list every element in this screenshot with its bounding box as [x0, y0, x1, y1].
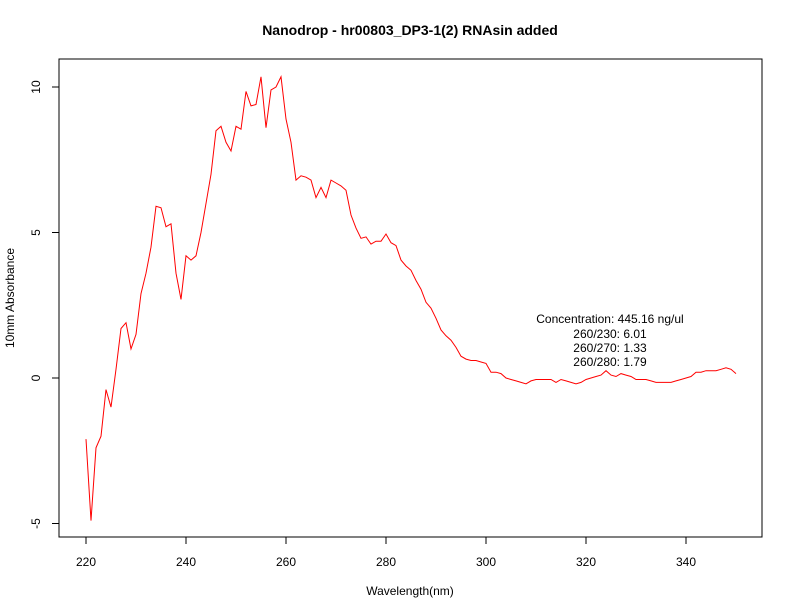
y-axis: -5 0 5 10 [29, 80, 59, 529]
y-tick-label: 5 [29, 229, 43, 236]
x-tick-label: 260 [276, 555, 296, 569]
x-axis: 220 240 260 280 300 320 340 [76, 537, 696, 569]
y-tick-label: 10 [29, 80, 43, 94]
x-tick-label: 240 [176, 555, 196, 569]
x-tick-label: 340 [676, 555, 696, 569]
x-axis-label: Wavelength(nm) [366, 584, 454, 598]
ratio-260-230-label: 260/230: 6.01 [573, 327, 647, 341]
ratio-260-270-label: 260/270: 1.33 [573, 341, 647, 355]
chart-title: Nanodrop - hr00803_DP3-1(2) RNAsin added [262, 22, 558, 38]
x-tick-label: 280 [376, 555, 396, 569]
concentration-label: Concentration: 445.16 ng/ul [536, 312, 683, 326]
absorbance-line [85, 75, 737, 521]
series-group [85, 75, 737, 521]
x-tick-label: 320 [576, 555, 596, 569]
y-tick-label: -5 [29, 518, 43, 529]
plot-frame [58, 58, 763, 538]
stats-annotation: Concentration: 445.16 ng/ul 260/230: 6.0… [536, 312, 683, 369]
x-tick-label: 300 [476, 555, 496, 569]
x-tick-label: 220 [76, 555, 96, 569]
y-axis-label: 10mm Absorbance [3, 248, 17, 348]
ratio-260-280-label: 260/280: 1.79 [573, 355, 647, 369]
y-tick-label: 0 [29, 374, 43, 381]
